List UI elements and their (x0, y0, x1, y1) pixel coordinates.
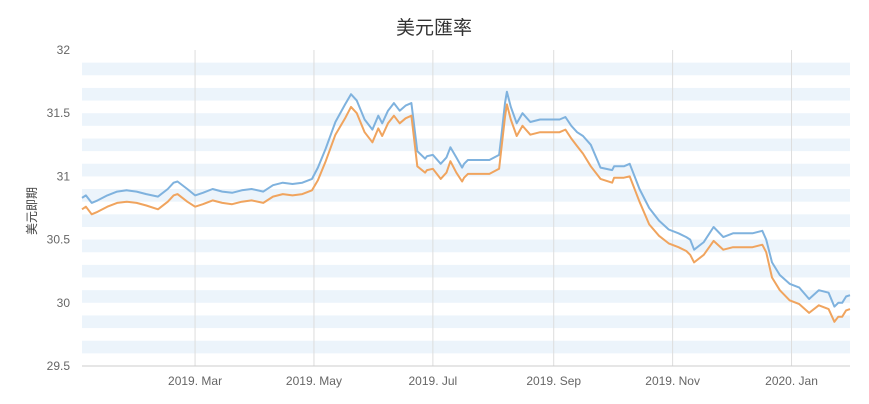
grid-band (82, 239, 850, 253)
y-tick-label: 30.5 (47, 233, 71, 247)
x-tick-label: 2019. Jul (409, 374, 458, 388)
y-tick-label: 32 (57, 43, 71, 57)
y-tick-labels: 29.5 30 30.5 31 31.5 32 (47, 43, 71, 373)
vertical-gridlines (194, 50, 793, 366)
series-lines (81, 90, 851, 323)
y-tick-label: 31.5 (47, 106, 71, 120)
y-tick-label: 29.5 (47, 359, 71, 373)
grid-band (82, 189, 850, 202)
grid-band (82, 290, 850, 303)
x-tick-label: 2019. Nov (645, 374, 700, 388)
grid-band (82, 315, 850, 329)
x-tick-label: 2019. Sep (526, 374, 581, 388)
grid-band (82, 138, 850, 152)
grid-band (82, 163, 850, 177)
chart-title: 美元匯率 (396, 17, 472, 39)
grid-band (82, 113, 850, 126)
y-tick-label: 31 (57, 169, 71, 183)
series-line-2 (81, 103, 851, 323)
grid-band (82, 340, 850, 354)
y-axis-label: 美元即期 (25, 187, 39, 235)
x-tick-label: 2019. May (286, 374, 342, 388)
grid-band (82, 214, 850, 227)
x-tick-labels: 2019. Mar 2019. May 2019. Jul 2019. Sep 2019… (168, 374, 818, 388)
x-tick-label: 2020. Jan (765, 374, 818, 388)
series-line-1 (81, 90, 851, 308)
y-tick-label: 30 (57, 296, 71, 310)
grid-band (82, 62, 850, 76)
x-tick-label: 2019. Mar (168, 374, 222, 388)
grid-band (82, 264, 850, 278)
grid-bands (82, 62, 850, 354)
grid-band (82, 87, 850, 101)
